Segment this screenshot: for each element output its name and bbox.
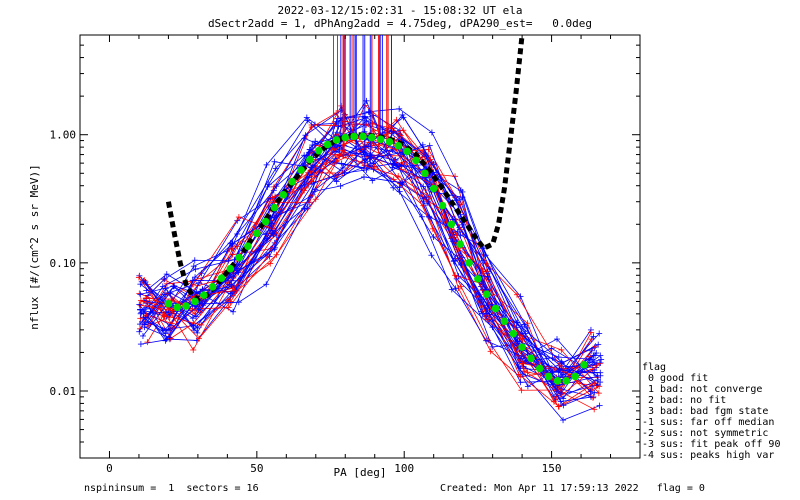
green-fit-point xyxy=(474,275,482,283)
green-fit-point xyxy=(261,217,270,226)
green-fit-point xyxy=(500,317,509,326)
individual-traces xyxy=(135,35,605,424)
x-tick-label: 100 xyxy=(394,462,414,475)
legend-item: 3 bad: bad fgm state xyxy=(642,406,769,417)
green-fit-point xyxy=(208,283,217,291)
green-fit-point xyxy=(314,146,323,155)
green-fit-point xyxy=(456,240,465,248)
green-fit-point xyxy=(270,203,279,212)
legend-title: flag xyxy=(642,362,667,373)
green-fit-point xyxy=(297,166,305,174)
y-tick-label: 0.01 xyxy=(50,385,77,398)
green-fit-point xyxy=(279,190,288,199)
green-fit-point xyxy=(199,291,208,299)
green-fit-point xyxy=(491,304,500,313)
green-fit-point xyxy=(182,302,190,310)
green-fit-point xyxy=(359,132,367,141)
green-fit-point xyxy=(306,155,314,164)
green-fit-point xyxy=(571,372,579,381)
green-fit-point xyxy=(191,297,199,306)
green-fit-point xyxy=(244,242,252,250)
green-fit-point xyxy=(350,132,358,141)
green-fit-point xyxy=(465,259,473,267)
green-fit-point xyxy=(367,133,376,142)
y-axis-label: nflux [#/(cm^2 s sr MeV)] xyxy=(28,164,41,330)
green-fit-point xyxy=(385,138,394,146)
legend-item: -4 sus: peaks high var xyxy=(642,450,775,461)
green-fit-point xyxy=(323,140,332,149)
green-fit-point xyxy=(438,201,447,210)
green-fit-point xyxy=(553,377,562,385)
x-tick-label: 0 xyxy=(106,462,113,475)
trace-line xyxy=(145,148,601,387)
trace-line xyxy=(147,105,592,394)
legend-item: -2 sus: not symmetric xyxy=(642,428,769,439)
x-tick-label: 150 xyxy=(542,462,562,475)
green-fit-point xyxy=(253,229,261,238)
green-fit-point xyxy=(173,303,182,312)
y-tick-label: 0.10 xyxy=(50,257,77,270)
green-fit-point xyxy=(394,141,403,150)
legend-item: 1 bad: not converge xyxy=(642,384,763,395)
green-fit-point xyxy=(527,354,535,363)
legend-item: -1 sus: far off median xyxy=(642,417,775,428)
green-fit-point xyxy=(235,253,243,262)
y-tick-label: 1.00 xyxy=(50,129,77,142)
plot-frame xyxy=(79,34,641,459)
green-fit-point xyxy=(447,220,456,229)
green-fit-point xyxy=(226,264,235,273)
green-fit-point xyxy=(164,299,173,308)
axes: 0 50 100 150 0.01 0.10 1.00 xyxy=(50,34,640,475)
green-fit-point xyxy=(429,184,438,193)
x-axis-label: PA [deg] xyxy=(334,466,387,479)
green-fit-point xyxy=(482,290,491,298)
legend-item: 2 bad: no fit xyxy=(642,395,727,406)
green-fit-point xyxy=(544,372,553,381)
footer-right: Created: Mon Apr 11 17:59:13 2022 flag =… xyxy=(440,483,705,494)
chart-title-line2: dSectr2add = 1, dPhAng2add = 4.75deg, dP… xyxy=(207,17,593,30)
footer-left: nspininsum = 1 sectors = 16 xyxy=(84,483,259,494)
green-fit-point xyxy=(518,343,526,351)
green-fit-point xyxy=(332,136,341,144)
flag-legend: flag 0 good fit 1 bad: not converge 2 ba… xyxy=(642,362,780,461)
green-fit-point xyxy=(288,177,297,186)
green-fit-point xyxy=(341,133,350,142)
green-fit-point xyxy=(376,135,385,144)
fit-curves xyxy=(164,34,588,385)
legend-item: 0 good fit xyxy=(642,373,709,384)
trace-line xyxy=(142,130,595,408)
x-tick-label: 50 xyxy=(250,462,263,475)
legend-item: -3 sus: fit peak off 90 xyxy=(642,439,781,450)
green-fit-point xyxy=(509,329,518,338)
green-fit-point xyxy=(421,169,429,178)
green-fit-point xyxy=(535,364,544,373)
green-fit-point xyxy=(580,361,588,369)
green-fit-point xyxy=(562,377,571,385)
green-fit-point xyxy=(217,274,226,282)
chart-title-line1: 2022-03-12/15:02:31 - 15:08:32 UT ela xyxy=(277,4,523,17)
green-fit-point xyxy=(403,147,411,156)
trace-line xyxy=(140,149,600,408)
green-fit-point xyxy=(412,156,420,165)
